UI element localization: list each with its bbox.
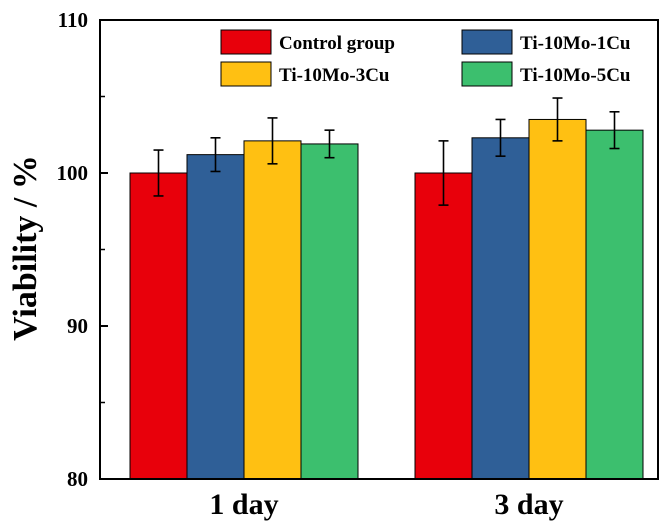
y-tick-label: 100 <box>57 161 89 185</box>
bars-layer <box>129 97 644 480</box>
x-tick-label: 3 day <box>494 488 563 521</box>
legend-swatch <box>461 61 513 87</box>
y-tick-label: 110 <box>58 8 88 32</box>
legend-label: Ti-10Mo-5Cu <box>520 65 631 86</box>
legend-swatch <box>220 61 272 87</box>
bar <box>300 143 359 480</box>
legend-label: Ti-10Mo-1Cu <box>520 33 631 54</box>
axes-layer: 1 day 3 day 80 90 100 110 <box>57 8 659 521</box>
bar <box>528 118 587 480</box>
bar <box>129 172 188 480</box>
legend-swatch <box>220 29 272 55</box>
y-axis-title: Viability / % <box>7 155 44 341</box>
legend-swatch <box>461 29 513 55</box>
legend: Control group Ti-10Mo-1Cu Ti-10Mo-3Cu Ti-10… <box>220 29 631 87</box>
y-tick-label: 80 <box>67 467 88 491</box>
legend-label: Control group <box>279 33 395 54</box>
x-tick-label: 1 day <box>209 488 278 521</box>
bar <box>585 129 644 480</box>
bar <box>243 140 302 480</box>
bar <box>414 172 473 480</box>
y-tick-label: 90 <box>67 314 88 338</box>
legend-label: Ti-10Mo-3Cu <box>279 65 390 86</box>
bar <box>471 137 530 480</box>
bar <box>186 154 245 480</box>
